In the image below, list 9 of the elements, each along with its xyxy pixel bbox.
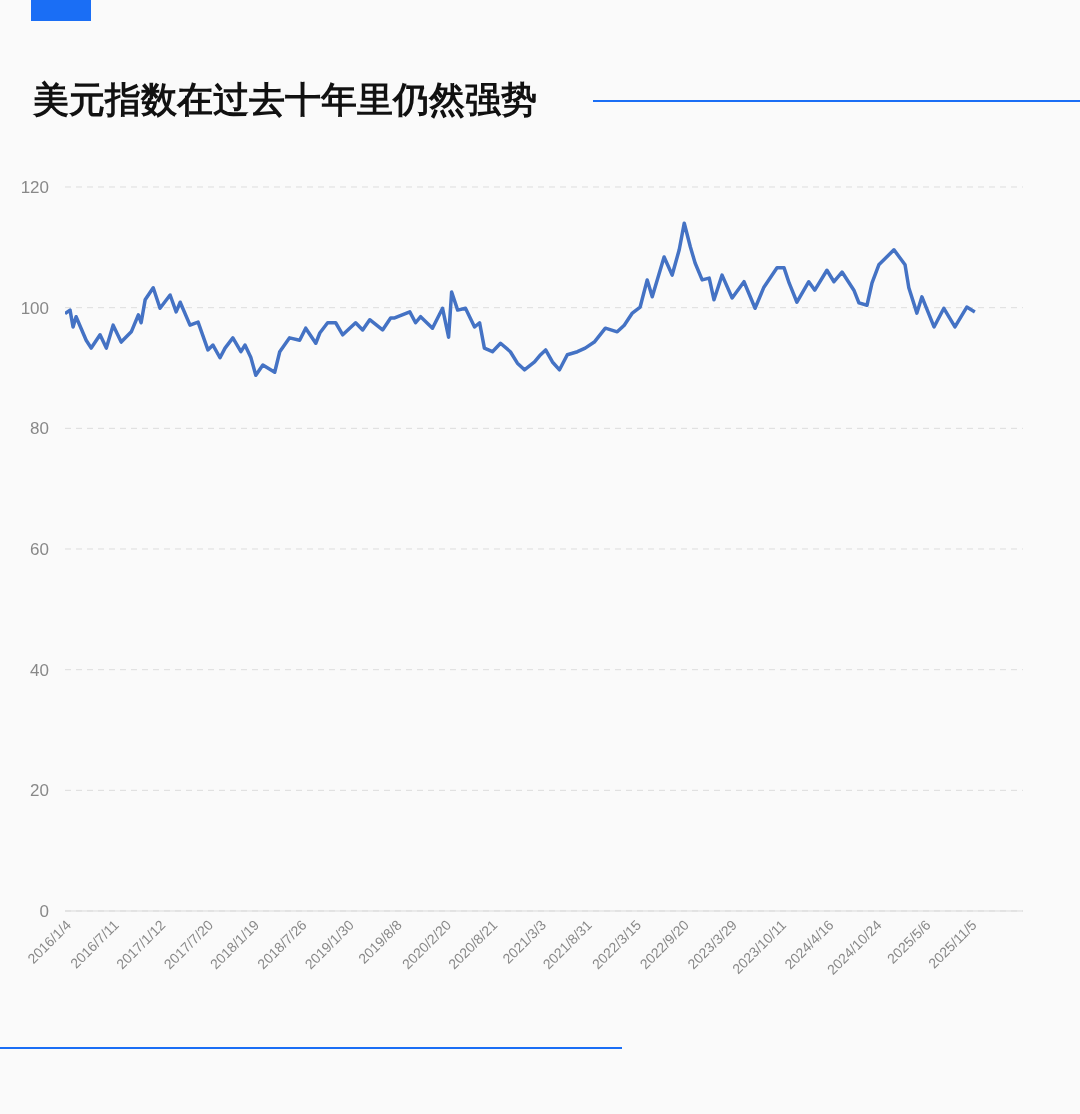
y-tick-label: 120 [20, 178, 49, 198]
y-tick-label: 40 [30, 660, 49, 680]
y-tick-label: 20 [30, 781, 49, 801]
line-series [65, 221, 977, 377]
chart-title: 美元指数在过去十年里仍然强势 [33, 78, 537, 122]
y-tick-label: 100 [20, 298, 49, 318]
y-tick-label: 0 [39, 902, 49, 922]
y-tick-label: 80 [30, 419, 49, 439]
y-tick-label: 60 [30, 540, 49, 560]
